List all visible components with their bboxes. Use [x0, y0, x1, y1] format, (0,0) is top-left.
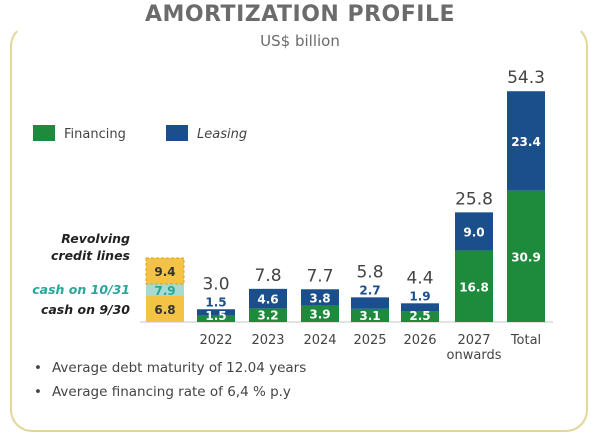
- category-label-0-0: 2022: [199, 333, 232, 348]
- bar-leasing-4: [401, 303, 439, 312]
- label-leasing-4: 1.9: [409, 289, 430, 303]
- liquidity-value-2: 9.4: [154, 265, 175, 279]
- bar-financing-6: [507, 190, 545, 322]
- chart-subtitle: US$ billion: [260, 32, 340, 50]
- bar-leasing-0: [197, 309, 235, 316]
- category-label-2-0: 2024: [303, 333, 336, 348]
- liquidity-segment-1: [146, 284, 184, 296]
- label-financing-0: 1.5: [205, 309, 226, 323]
- label-total-1: 7.8: [254, 266, 281, 286]
- bar-financing-0: [197, 315, 235, 322]
- bar-leasing-1: [249, 288, 287, 309]
- liquidity-value-1: 7.9: [154, 284, 175, 298]
- label-total-6: 54.3: [507, 68, 545, 88]
- category-label-5-1: onwards: [447, 348, 502, 363]
- legend-financing-label: Financing: [64, 127, 126, 142]
- bar-financing-5: [455, 250, 493, 322]
- label-leasing-1: 4.6: [257, 293, 278, 307]
- legend-financing-swatch: [33, 125, 55, 141]
- label-leasing-5: 9.0: [463, 225, 484, 239]
- liquidity-segment-0: [146, 296, 184, 322]
- chart-frame: [10, 24, 588, 432]
- bar-leasing-3: [351, 297, 389, 309]
- label-leasing-2: 3.8: [309, 291, 330, 305]
- label-financing-4: 2.5: [409, 309, 430, 323]
- label-total-2: 7.7: [306, 266, 333, 286]
- bar-financing-4: [401, 311, 439, 322]
- footnote-maturity-text: Average debt maturity of 12.04 years: [51, 360, 307, 376]
- footnotes: • Average debt maturity of 12.04 years • A…: [34, 360, 306, 408]
- category-label-5-0: 2027: [457, 333, 490, 348]
- footnote-rate-text: Average financing rate of 6,4 % p.y: [51, 384, 291, 400]
- label-financing-6: 30.9: [511, 250, 541, 264]
- label-financing-5: 16.8: [459, 280, 489, 294]
- label-financing-3: 3.1: [359, 309, 380, 323]
- liquidity-segment-2: [145, 257, 185, 285]
- label-leasing-3: 2.7: [359, 283, 380, 297]
- label-leasing-0: 1.5: [205, 295, 226, 309]
- label-financing-1: 3.2: [257, 308, 278, 322]
- bar-financing-2: [301, 305, 339, 322]
- label-leasing-6: 23.4: [511, 135, 541, 149]
- bar-leasing-6: [507, 91, 545, 191]
- bar-financing-1: [249, 308, 287, 322]
- category-label-1-0: 2023: [251, 333, 284, 348]
- label-total-3: 5.8: [356, 262, 383, 282]
- label-financing-2: 3.9: [309, 308, 330, 322]
- bar-leasing-5: [455, 212, 493, 251]
- bar-financing-3: [351, 308, 389, 322]
- liquidity-label-revolving-0: Revolving: [61, 231, 130, 246]
- category-label-4-0: 2026: [403, 333, 436, 348]
- legend-leasing-label: Leasing: [197, 127, 247, 142]
- footnote-maturity: • Average debt maturity of 12.04 years: [34, 360, 307, 376]
- label-total-0: 3.0: [202, 274, 229, 294]
- label-total-5: 25.8: [455, 189, 493, 209]
- liquidity-label-cash-930: cash on 9/30: [41, 302, 130, 317]
- category-label-6-0: Total: [510, 333, 541, 348]
- liquidity-value-0: 6.8: [154, 303, 175, 317]
- footnote-rate: • Average financing rate of 6,4 % p.y: [34, 384, 291, 400]
- liquidity-label-cash-1031: cash on 10/31: [32, 282, 130, 297]
- liquidity-label-revolving-1: credit lines: [51, 248, 130, 263]
- legend-leasing-swatch: [166, 125, 188, 141]
- category-label-3-0: 2025: [353, 333, 386, 348]
- bar-leasing-2: [301, 289, 339, 306]
- label-total-4: 4.4: [406, 268, 433, 288]
- chart-title: AMORTIZATION PROFILE: [144, 2, 456, 27]
